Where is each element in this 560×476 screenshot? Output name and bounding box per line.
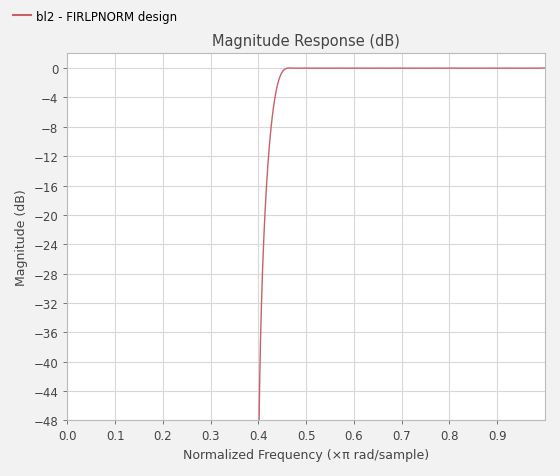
Y-axis label: Magnitude (dB): Magnitude (dB): [15, 189, 28, 286]
X-axis label: Normalized Frequency (×π rad/sample): Normalized Frequency (×π rad/sample): [183, 448, 430, 461]
Title: Magnitude Response (dB): Magnitude Response (dB): [212, 34, 400, 49]
Legend: bl2 - FIRLPNORM design: bl2 - FIRLPNORM design: [9, 6, 181, 28]
